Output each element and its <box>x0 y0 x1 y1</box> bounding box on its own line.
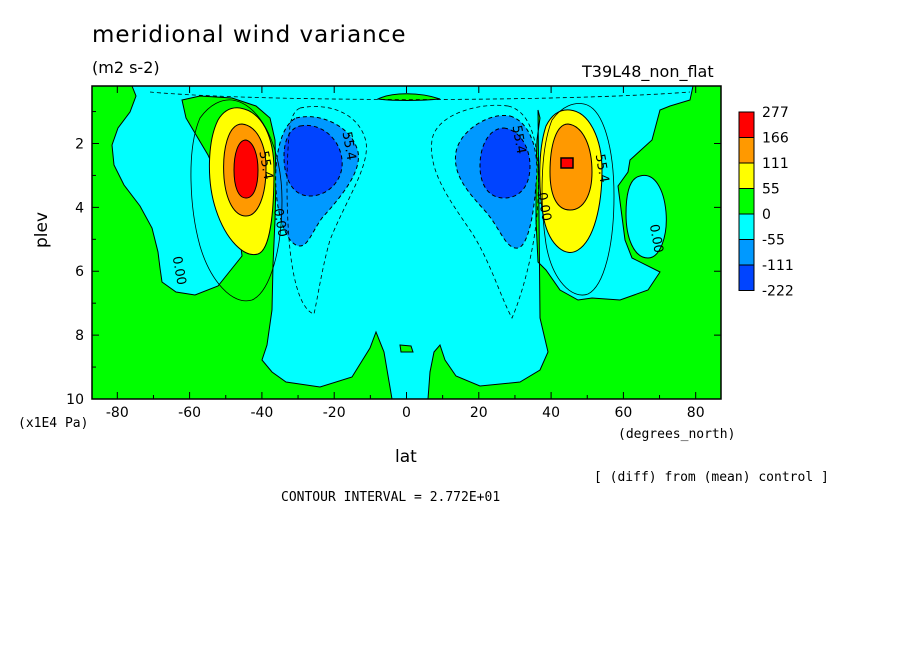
x-tick-label: 0 <box>402 405 411 421</box>
y-tick-label: 2 <box>75 136 84 152</box>
contour-label: 55.4 <box>339 131 359 162</box>
diff-note: [ (diff) from (mean) control ] <box>594 470 829 485</box>
axis-ticks: -80 -60 -40 -20 0 20 40 60 80 2 4 6 8 10 <box>66 86 721 421</box>
fill-positive-top-patch <box>376 93 441 101</box>
x-tick-label: -20 <box>323 405 346 421</box>
run-label: T39L48_non_flat <box>582 62 714 81</box>
contour-label: 55.4 <box>508 124 528 155</box>
x-unit-note: (degrees_north) <box>618 427 736 442</box>
legend-swatch <box>738 162 755 189</box>
fill-red-left <box>233 139 259 199</box>
y-tick-label: 6 <box>75 264 84 280</box>
contour-fills <box>92 86 721 399</box>
legend-swatch <box>738 213 755 240</box>
legend-swatch <box>738 137 755 164</box>
y-tick-label: 8 <box>75 328 84 344</box>
contour-interval: CONTOUR INTERVAL = 2.772E+01 <box>281 490 501 505</box>
legend-level-label: 0 <box>762 207 771 223</box>
color-legend: 277 166 111 55 0 -55 -111 -222 <box>738 105 794 300</box>
x-tick-label: 80 <box>687 405 705 421</box>
contour-dashed-top <box>149 91 691 100</box>
legend-swatch <box>738 239 755 266</box>
fill-positive-lower-patch <box>399 344 414 353</box>
legend-level-label: 55 <box>762 182 780 198</box>
y-tick-label: 4 <box>75 200 84 216</box>
contour-label: 0.00 <box>169 255 189 286</box>
fill-dark-blue-right <box>479 127 531 199</box>
legend-level-label: 166 <box>762 131 789 147</box>
legend-level-label: 111 <box>762 156 789 172</box>
legend-swatch <box>738 264 755 291</box>
x-tick-label: -40 <box>250 405 273 421</box>
fill-positive-right <box>427 86 721 399</box>
y-tick-label: 10 <box>66 392 84 408</box>
y-axis-label: plev <box>32 211 52 248</box>
contour-label: 55.4 <box>255 150 275 181</box>
legend-swatch <box>738 111 755 138</box>
x-tick-label: 20 <box>470 405 488 421</box>
x-axis-label: lat <box>395 447 417 467</box>
fill-negative-hole-right <box>625 174 667 259</box>
x-tick-label: -80 <box>106 405 129 421</box>
contour-label: 0.00 <box>646 223 666 254</box>
contour-dashed-left <box>286 106 367 315</box>
contour-label: 0.00 <box>270 207 290 238</box>
legend-level-label: -222 <box>762 284 794 300</box>
contour-thin-right <box>541 103 615 296</box>
x-tick-label: 40 <box>542 405 560 421</box>
x-tick-label: -60 <box>178 405 201 421</box>
x-tick-label: 60 <box>614 405 632 421</box>
chart-units: (m2 s-2) <box>92 58 160 77</box>
fill-red-right <box>560 157 574 169</box>
contour-label: 55.4 <box>592 153 612 184</box>
contour-dashed-right <box>431 104 539 319</box>
legend-swatch <box>738 188 755 215</box>
contour-label: 0.00 <box>534 191 554 222</box>
contour-thin-left <box>190 99 283 302</box>
legend-level-label: -111 <box>762 258 794 274</box>
fill-dark-blue-left <box>283 124 343 197</box>
legend-level-label: 277 <box>762 105 789 121</box>
contour-labels: 55.4 55.4 0.00 0.00 55.4 0.00 55.4 0.00 <box>169 124 666 286</box>
legend-level-label: -55 <box>762 233 785 249</box>
chart-title: meridional wind variance <box>92 22 407 48</box>
y-unit-note: (x1E4 Pa) <box>18 416 89 431</box>
